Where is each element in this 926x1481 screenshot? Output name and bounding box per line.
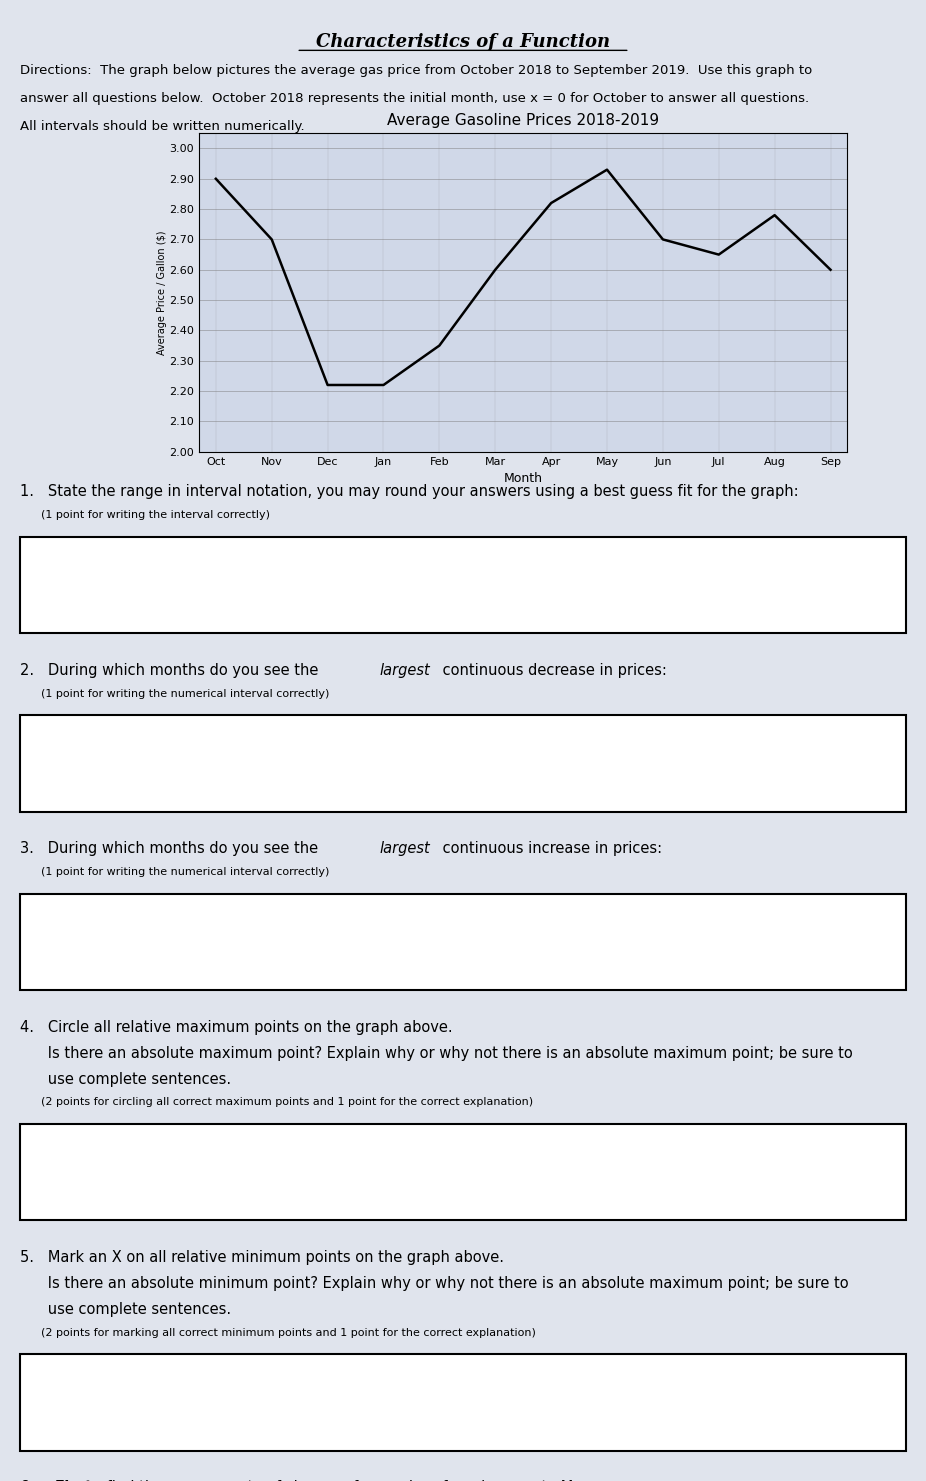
Text: Characteristics of a Function: Characteristics of a Function xyxy=(316,33,610,50)
Text: 4.   Circle all relative maximum points on the graph above.: 4. Circle all relative maximum points on… xyxy=(20,1019,453,1035)
Text: (2 points for circling all correct maximum points and 1 point for the correct ex: (2 points for circling all correct maxim… xyxy=(20,1097,533,1108)
Text: largest: largest xyxy=(380,841,431,856)
FancyBboxPatch shape xyxy=(20,893,906,989)
Text: (2 points for marking all correct minimum points and 1 point for the correct exp: (2 points for marking all correct minimu… xyxy=(20,1328,536,1337)
Text: (1 point for writing the numerical interval correctly): (1 point for writing the numerical inter… xyxy=(20,689,330,699)
Text: continuous decrease in prices:: continuous decrease in prices: xyxy=(438,662,667,678)
Text: 1.   State the range in interval notation, you may round your answers using a be: 1. State the range in interval notation,… xyxy=(20,484,799,499)
Text: 2.   During which months do you see the: 2. During which months do you see the xyxy=(20,662,323,678)
FancyBboxPatch shape xyxy=(20,1124,906,1220)
Text: 3.   During which months do you see the: 3. During which months do you see the xyxy=(20,841,323,856)
FancyBboxPatch shape xyxy=(20,1355,906,1451)
Text: Is there an absolute maximum point? Explain why or why not there is an absolute : Is there an absolute maximum point? Expl… xyxy=(20,1046,853,1060)
X-axis label: Month: Month xyxy=(504,472,543,486)
Text: (1 point for writing the numerical interval correctly): (1 point for writing the numerical inter… xyxy=(20,866,330,877)
Text: use complete sentences.: use complete sentences. xyxy=(20,1302,232,1317)
Title: Average Gasoline Prices 2018-2019: Average Gasoline Prices 2018-2019 xyxy=(387,113,659,127)
Text: largest: largest xyxy=(380,662,431,678)
FancyBboxPatch shape xyxy=(20,715,906,812)
Text: continuous increase in prices:: continuous increase in prices: xyxy=(438,841,662,856)
Text: 5.   Mark an X on all relative minimum points on the graph above.: 5. Mark an X on all relative minimum poi… xyxy=(20,1250,505,1265)
Text: answer all questions below.  October 2018 represents the initial month, use x = : answer all questions below. October 2018… xyxy=(20,92,809,105)
FancyBboxPatch shape xyxy=(20,538,906,632)
Text: (1 point for writing the interval correctly): (1 point for writing the interval correc… xyxy=(20,509,270,520)
Text: use complete sentences.: use complete sentences. xyxy=(20,1072,232,1087)
Text: Directions:  The graph below pictures the average gas price from October 2018 to: Directions: The graph below pictures the… xyxy=(20,64,813,77)
Y-axis label: Average Price / Gallon ($): Average Price / Gallon ($) xyxy=(156,230,167,355)
Text: Is there an absolute minimum point? Explain why or why not there is an absolute : Is there an absolute minimum point? Expl… xyxy=(20,1277,849,1291)
Text: All intervals should be written numerically.: All intervals should be written numerica… xyxy=(20,120,305,133)
